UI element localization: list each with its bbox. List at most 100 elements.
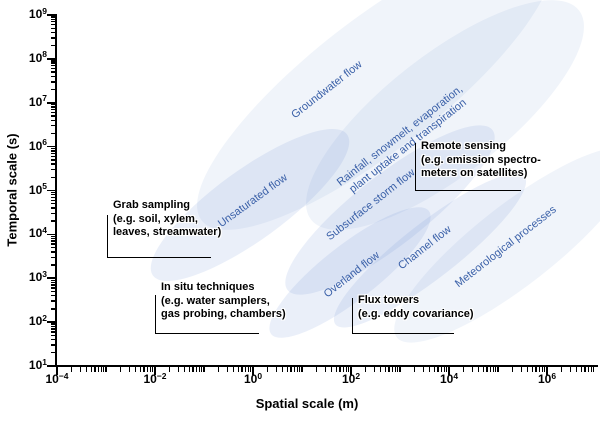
y-minor-tick [50, 106, 55, 108]
y-minor-tick [50, 67, 55, 70]
y-minor-tick [50, 344, 55, 346]
y-minor-tick [50, 104, 55, 106]
y-minor-tick [50, 111, 55, 114]
y-tick-label: 109 [28, 5, 47, 22]
x-minor-tick [569, 367, 572, 372]
y-minor-tick [50, 194, 55, 196]
y-minor-tick [50, 24, 55, 26]
y-tick-label: 103 [28, 268, 47, 285]
annotation-line: leaves, streamwater) [113, 226, 222, 238]
y-minor-tick [50, 243, 55, 245]
x-minor-tick [486, 367, 488, 372]
y-minor-tick [50, 235, 55, 238]
y-minor-tick [50, 191, 55, 194]
y-minor-tick [50, 279, 55, 281]
x-minor-tick [143, 367, 145, 372]
x-minor-tick [489, 367, 492, 372]
x-minor-tick [103, 367, 105, 372]
y-major-tick [47, 365, 55, 367]
x-minor-tick [316, 367, 318, 372]
x-minor-tick [286, 367, 288, 372]
y-minor-tick [50, 352, 55, 354]
x-decade-tick [497, 367, 499, 372]
x-decade-tick [301, 367, 303, 372]
x-minor-tick [169, 367, 171, 372]
annotation-line: (e.g. soil, xylem, [113, 212, 198, 225]
x-minor-tick [587, 367, 590, 372]
x-tick-label: 100 [243, 370, 263, 387]
x-minor-tick [244, 367, 247, 372]
y-major-tick [47, 101, 55, 104]
x-minor-tick [139, 367, 141, 372]
x-minor-tick [575, 367, 578, 372]
x-minor-tick [94, 367, 96, 372]
x-minor-tick [146, 367, 149, 372]
x-minor-tick [384, 367, 386, 372]
x-major-tick [56, 367, 58, 375]
y-minor-tick [50, 16, 55, 18]
y-minor-tick [50, 240, 55, 242]
bracket-line [415, 143, 521, 191]
x-minor-tick [188, 367, 190, 372]
x-minor-tick [561, 367, 563, 372]
y-minor-tick [50, 44, 55, 47]
x-minor-tick [593, 367, 595, 372]
x-minor-tick [433, 367, 435, 372]
y-minor-tick [50, 256, 55, 258]
x-minor-tick [201, 367, 203, 372]
annotation-line: (e.g. eddy covariance) [358, 307, 474, 320]
x-minor-tick [471, 367, 474, 372]
x-decade-tick [399, 367, 401, 372]
y-minor-tick [50, 18, 55, 20]
y-minor-tick [50, 108, 55, 111]
y-minor-tick [50, 168, 55, 171]
x-axis-line [55, 365, 598, 367]
x-minor-tick [195, 367, 198, 372]
x-minor-tick [365, 367, 367, 372]
annotation-grab-sampling: Grab sampling (e.g. soil, xylem, leaves,… [107, 199, 222, 258]
annotation-line: (e.g. emission spectro- [421, 153, 541, 166]
x-minor-tick [495, 367, 497, 372]
y-minor-tick [50, 203, 55, 205]
y-minor-tick [50, 325, 55, 328]
y-axis-title: Temporal scale (s) [4, 133, 20, 247]
x-minor-tick [477, 367, 480, 372]
y-minor-tick [50, 338, 55, 341]
y-minor-tick [50, 331, 55, 333]
y-minor-tick [50, 21, 55, 23]
x-minor-tick [198, 367, 200, 372]
x-minor-tick [85, 367, 88, 372]
x-minor-tick [134, 367, 137, 372]
y-minor-tick [50, 284, 55, 286]
y-tick-label: 108 [28, 49, 47, 65]
x-minor-tick [232, 367, 235, 372]
y-minor-tick [50, 237, 55, 240]
y-minor-tick [50, 207, 55, 209]
annotation-in-situ-techniques: In situ techniques (e.g. water samplers,… [155, 281, 286, 334]
x-tick-label: 10−4 [45, 370, 69, 387]
x-minor-tick [218, 367, 220, 372]
x-minor-tick [241, 367, 243, 372]
y-minor-tick [50, 124, 55, 127]
y-minor-tick [50, 323, 55, 325]
y-minor-tick [50, 27, 55, 29]
x-minor-tick [250, 367, 252, 372]
x-minor-tick [526, 367, 529, 372]
x-minor-tick [226, 367, 229, 372]
y-major-tick [47, 14, 55, 16]
x-minor-tick [580, 367, 582, 372]
y-major-tick [47, 189, 55, 192]
y-major-tick [47, 321, 55, 323]
x-minor-tick [97, 367, 100, 372]
y-minor-tick [50, 163, 55, 165]
y-minor-tick [50, 308, 55, 310]
annotation-line: Grab sampling [113, 199, 191, 211]
y-minor-tick [50, 31, 55, 34]
x-minor-tick [535, 367, 537, 372]
x-minor-tick [397, 367, 399, 372]
x-minor-tick [90, 367, 92, 372]
x-decade-tick [105, 367, 107, 372]
y-minor-tick [50, 264, 55, 266]
bracket-line [107, 215, 211, 258]
